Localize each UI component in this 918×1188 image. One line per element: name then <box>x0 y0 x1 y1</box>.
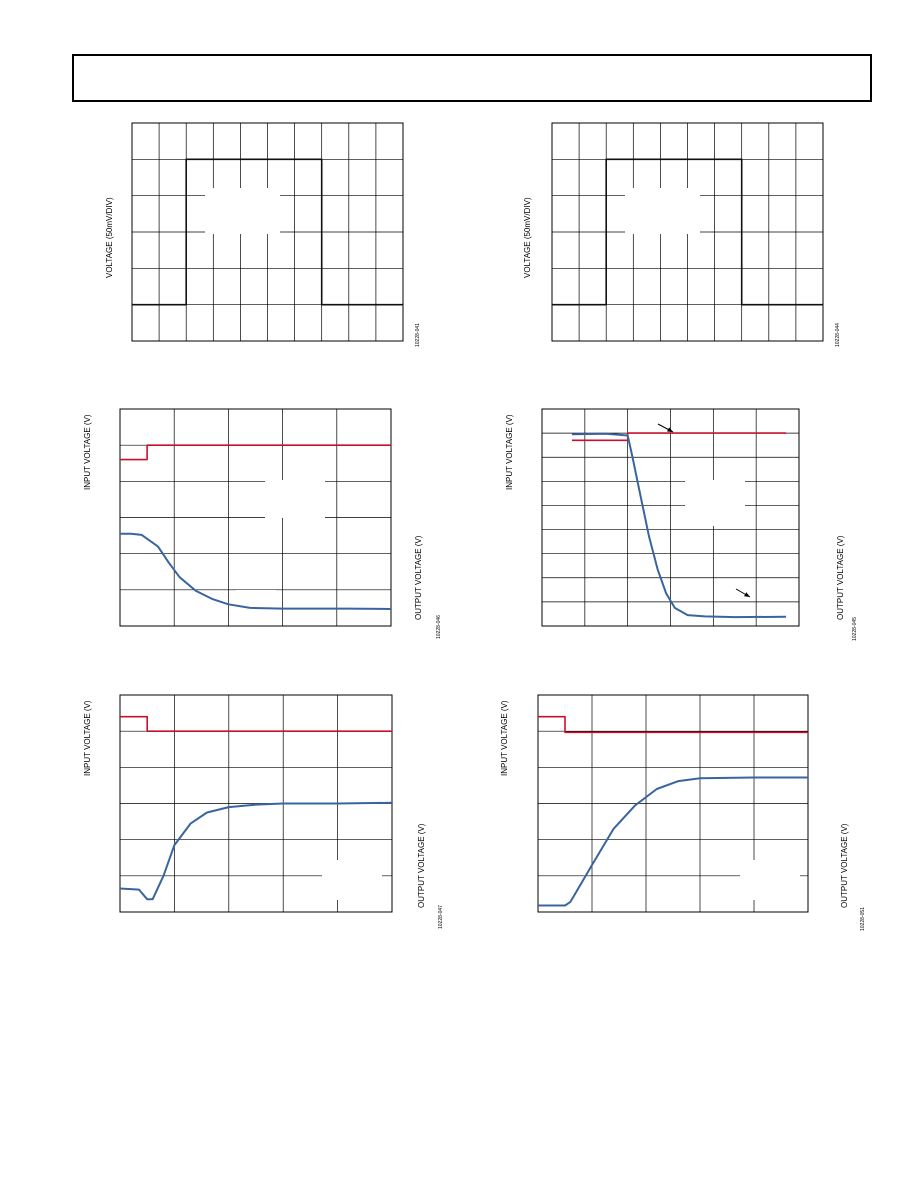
chart-2-series-1 <box>552 158 823 306</box>
chart6-fig-id: 10228-051 <box>860 907 866 931</box>
chart-4 <box>541 408 800 627</box>
chart-4-arrow-head <box>744 592 750 597</box>
page-header-box <box>72 54 872 102</box>
chart-6-label-area <box>740 860 800 900</box>
chart-6-frame <box>537 694 809 913</box>
chart-4-arrow-1 <box>657 423 674 433</box>
chart-5-series-1 <box>120 715 392 733</box>
chart2-ylabel: VOLTAGE (50mV/DIV) <box>523 197 532 278</box>
chart-3-frame <box>119 408 392 627</box>
chart-5-series-2 <box>119 801 393 901</box>
chart-4-arrow-head <box>667 427 673 432</box>
chart3-ylabel: INPUT VOLTAGE (V) <box>83 414 92 490</box>
chart6-y2label: OUTPUT VOLTAGE (V) <box>840 823 849 908</box>
chart-3-series-1 <box>120 444 391 461</box>
chart4-y2label: OUTPUT VOLTAGE (V) <box>836 535 845 620</box>
chart-6 <box>537 694 809 913</box>
chart-3-series-2 <box>120 532 392 610</box>
chart-2 <box>551 122 824 342</box>
chart5-y2label: OUTPUT VOLTAGE (V) <box>417 823 426 908</box>
chart-2-frame <box>551 122 824 342</box>
chart-4-label-area <box>685 480 745 526</box>
chart1-fig-id: 10228-041 <box>415 323 421 347</box>
chart5-fig-id: 10228-047 <box>438 905 444 929</box>
chart1-ylabel: VOLTAGE (50mV/DIV) <box>105 197 114 278</box>
chart-3-label-area <box>236 590 276 610</box>
chart-4-series-2 <box>571 432 787 619</box>
chart-6-series-2 <box>538 776 808 907</box>
chart2-fig-id: 10228-044 <box>835 323 841 347</box>
chart-4-arrow-2 <box>735 588 751 598</box>
chart-1-label-area <box>205 188 280 234</box>
chart-6-series-1 <box>538 715 808 734</box>
chart4-fig-id: 10228-045 <box>852 617 858 641</box>
chart-3 <box>119 408 392 627</box>
chart-3-label-area <box>265 480 325 518</box>
chart6-ylabel: INPUT VOLTAGE (V) <box>500 700 509 776</box>
chart-4-frame <box>541 408 800 627</box>
chart4-ylabel: INPUT VOLTAGE (V) <box>505 414 514 490</box>
chart3-fig-id: 10228-046 <box>436 615 442 639</box>
chart-1-series-1 <box>132 158 403 306</box>
chart-1 <box>131 122 404 342</box>
chart5-ylabel: INPUT VOLTAGE (V) <box>83 700 92 776</box>
chart-5-label-area <box>322 860 382 900</box>
chart-5 <box>119 694 393 913</box>
chart-2-label-area <box>625 188 700 234</box>
chart3-y2label: OUTPUT VOLTAGE (V) <box>414 535 423 620</box>
chart-1-frame <box>131 122 404 342</box>
